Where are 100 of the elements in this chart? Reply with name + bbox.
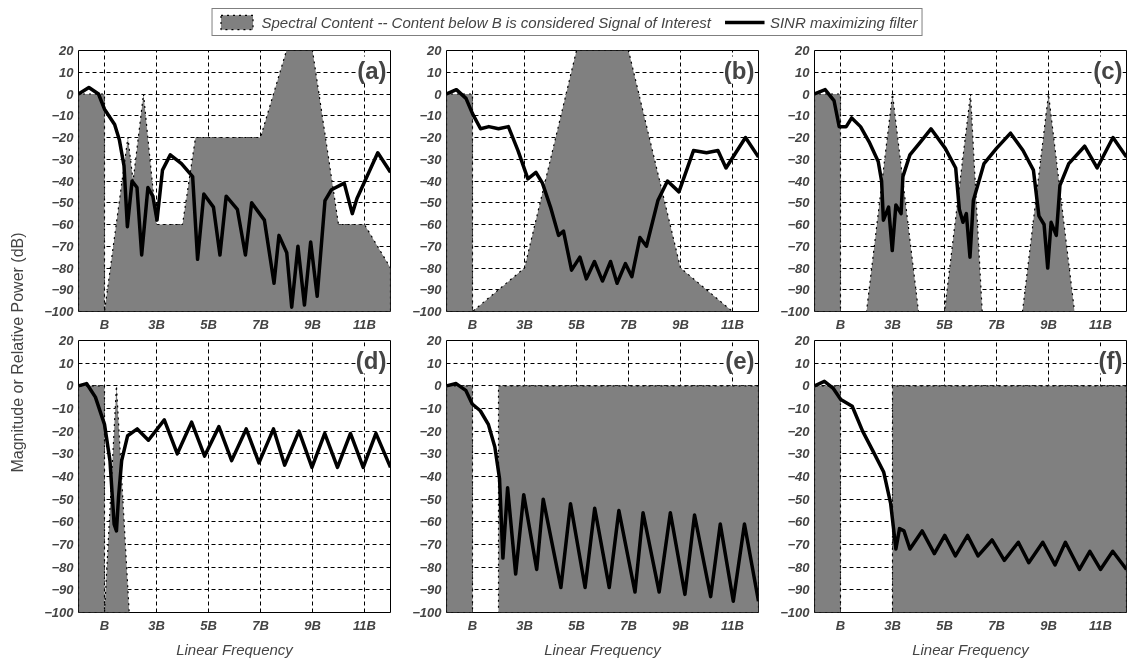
y-tick-label: −30 bbox=[51, 151, 75, 167]
x-tick-label: 7B bbox=[252, 617, 269, 633]
x-tick-label: 3B bbox=[148, 617, 165, 633]
y-tick-label: −50 bbox=[51, 491, 75, 507]
x-tick-label: 5B bbox=[200, 316, 217, 332]
x-tick-label: 7B bbox=[252, 316, 269, 332]
y-tick-label: 0 bbox=[66, 378, 75, 394]
y-tick-label: −100 bbox=[412, 304, 443, 319]
y-tick-label: 20 bbox=[58, 43, 75, 58]
annotation: (e) bbox=[725, 346, 755, 374]
y-tick-label: −40 bbox=[419, 173, 443, 189]
x-tick-label: 7B bbox=[620, 316, 637, 332]
x-tick-label: 3B bbox=[148, 316, 165, 332]
y-tick-label: −100 bbox=[412, 605, 443, 620]
y-tick-label: 20 bbox=[426, 43, 443, 58]
x-tick-label: 11B bbox=[353, 617, 376, 633]
y-tick-label: −10 bbox=[787, 401, 811, 416]
y-tick-label: −100 bbox=[44, 605, 75, 620]
y-tick-label: −60 bbox=[419, 217, 443, 232]
y-tick-label: −30 bbox=[51, 446, 75, 462]
annotation: (d) bbox=[355, 346, 387, 374]
y-tick-label: −50 bbox=[787, 195, 811, 211]
y-tick-label: −40 bbox=[787, 173, 811, 189]
y-tick-label: −70 bbox=[51, 238, 75, 254]
y-tick-label: −10 bbox=[51, 108, 75, 124]
y-tick-label: −20 bbox=[787, 423, 811, 439]
y-tick-label: 10 bbox=[59, 355, 75, 371]
x-tick-label: 3B bbox=[516, 316, 533, 332]
x-tick-label: 5B bbox=[568, 316, 585, 332]
x-tick-label: 9B bbox=[672, 316, 689, 332]
y-tick-label: −20 bbox=[51, 130, 75, 145]
y-tick-label: −10 bbox=[419, 401, 443, 416]
x-tick-label: 11B bbox=[721, 617, 744, 633]
y-tick-label: 10 bbox=[795, 64, 811, 80]
y-tick-label: −80 bbox=[51, 559, 75, 575]
annotation: (f) bbox=[1098, 346, 1123, 374]
x-tick-label: B bbox=[467, 316, 478, 332]
x-tick-label: 11B bbox=[721, 316, 744, 332]
y-tick-label: −70 bbox=[419, 238, 443, 254]
y-tick-label: −80 bbox=[51, 260, 75, 276]
y-tick-label: −90 bbox=[787, 282, 811, 298]
x-tick-label: 9B bbox=[304, 617, 321, 633]
y-axis-title: Magnitude or Relative Power (dB) bbox=[8, 232, 26, 473]
x-tick-label: 5B bbox=[200, 617, 217, 633]
x-tick-label: B bbox=[835, 617, 846, 633]
x-tick-label: B bbox=[99, 617, 110, 633]
x-tick-label: 9B bbox=[304, 316, 321, 332]
y-tick-label: −100 bbox=[780, 605, 811, 620]
y-tick-label: −40 bbox=[51, 173, 75, 189]
x-axis-title: Linear Frequency bbox=[912, 640, 1031, 658]
y-tick-label: 20 bbox=[58, 333, 75, 348]
y-tick-label: −70 bbox=[51, 537, 75, 552]
y-tick-label: −90 bbox=[787, 582, 811, 598]
y-tick-label: −30 bbox=[787, 446, 811, 462]
y-tick-label: −30 bbox=[419, 446, 443, 462]
y-tick-label: 0 bbox=[434, 378, 443, 394]
annotation: (c) bbox=[1093, 56, 1123, 84]
y-tick-label: 10 bbox=[59, 64, 75, 80]
x-tick-label: 5B bbox=[568, 617, 585, 633]
x-tick-label: 5B bbox=[936, 617, 953, 633]
y-tick-label: −40 bbox=[787, 469, 811, 484]
y-tick-label: 10 bbox=[427, 64, 443, 80]
x-tick-label: 11B bbox=[1089, 617, 1112, 633]
x-tick-label: B bbox=[99, 316, 110, 332]
x-tick-label: 7B bbox=[988, 316, 1005, 332]
y-tick-label: −10 bbox=[51, 401, 75, 416]
y-tick-label: −80 bbox=[787, 559, 811, 575]
y-tick-label: −60 bbox=[787, 514, 811, 530]
x-tick-label: 7B bbox=[988, 617, 1005, 633]
x-tick-label: 5B bbox=[936, 316, 953, 332]
x-tick-label: B bbox=[467, 617, 478, 633]
y-tick-label: 20 bbox=[426, 333, 443, 348]
y-tick-label: −10 bbox=[787, 108, 811, 124]
y-tick-label: −40 bbox=[51, 469, 75, 484]
y-tick-label: −90 bbox=[51, 582, 75, 598]
y-tick-label: −30 bbox=[419, 151, 443, 167]
y-tick-label: −70 bbox=[419, 537, 443, 552]
y-tick-label: 0 bbox=[434, 86, 443, 102]
y-tick-label: −50 bbox=[51, 195, 75, 211]
x-axis-title: Linear Frequency bbox=[176, 640, 295, 658]
y-tick-label: −60 bbox=[51, 514, 75, 530]
x-tick-label: 9B bbox=[672, 617, 689, 633]
y-tick-label: −90 bbox=[51, 282, 75, 298]
y-tick-label: −100 bbox=[44, 304, 75, 319]
y-tick-label: −20 bbox=[787, 130, 811, 145]
y-tick-label: −60 bbox=[51, 217, 75, 232]
x-tick-label: 11B bbox=[1089, 316, 1112, 332]
x-tick-label: 3B bbox=[516, 617, 533, 633]
x-axis-title: Linear Frequency bbox=[544, 640, 663, 658]
y-tick-label: −10 bbox=[419, 108, 443, 124]
y-tick-label: 10 bbox=[427, 355, 443, 371]
y-tick-label: −50 bbox=[419, 195, 443, 211]
y-tick-label: −80 bbox=[419, 559, 443, 575]
y-tick-label: −20 bbox=[419, 423, 443, 439]
y-tick-label: −20 bbox=[51, 423, 75, 439]
y-tick-label: −30 bbox=[787, 151, 811, 167]
y-tick-label: 20 bbox=[794, 43, 811, 58]
y-tick-label: −40 bbox=[419, 469, 443, 484]
y-tick-label: −20 bbox=[419, 130, 443, 145]
y-tick-label: −70 bbox=[787, 537, 811, 552]
